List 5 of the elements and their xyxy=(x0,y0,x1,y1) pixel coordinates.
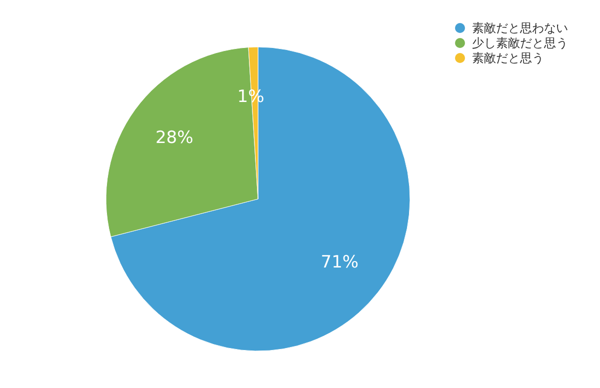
data-label: 71% xyxy=(320,252,359,272)
legend-label: 少し素敵だと思う xyxy=(472,36,568,50)
data-label: 28% xyxy=(155,128,194,148)
legend-label: 素敵だと思わない xyxy=(472,21,568,35)
legend-label: 素敵だと思う xyxy=(472,51,544,65)
